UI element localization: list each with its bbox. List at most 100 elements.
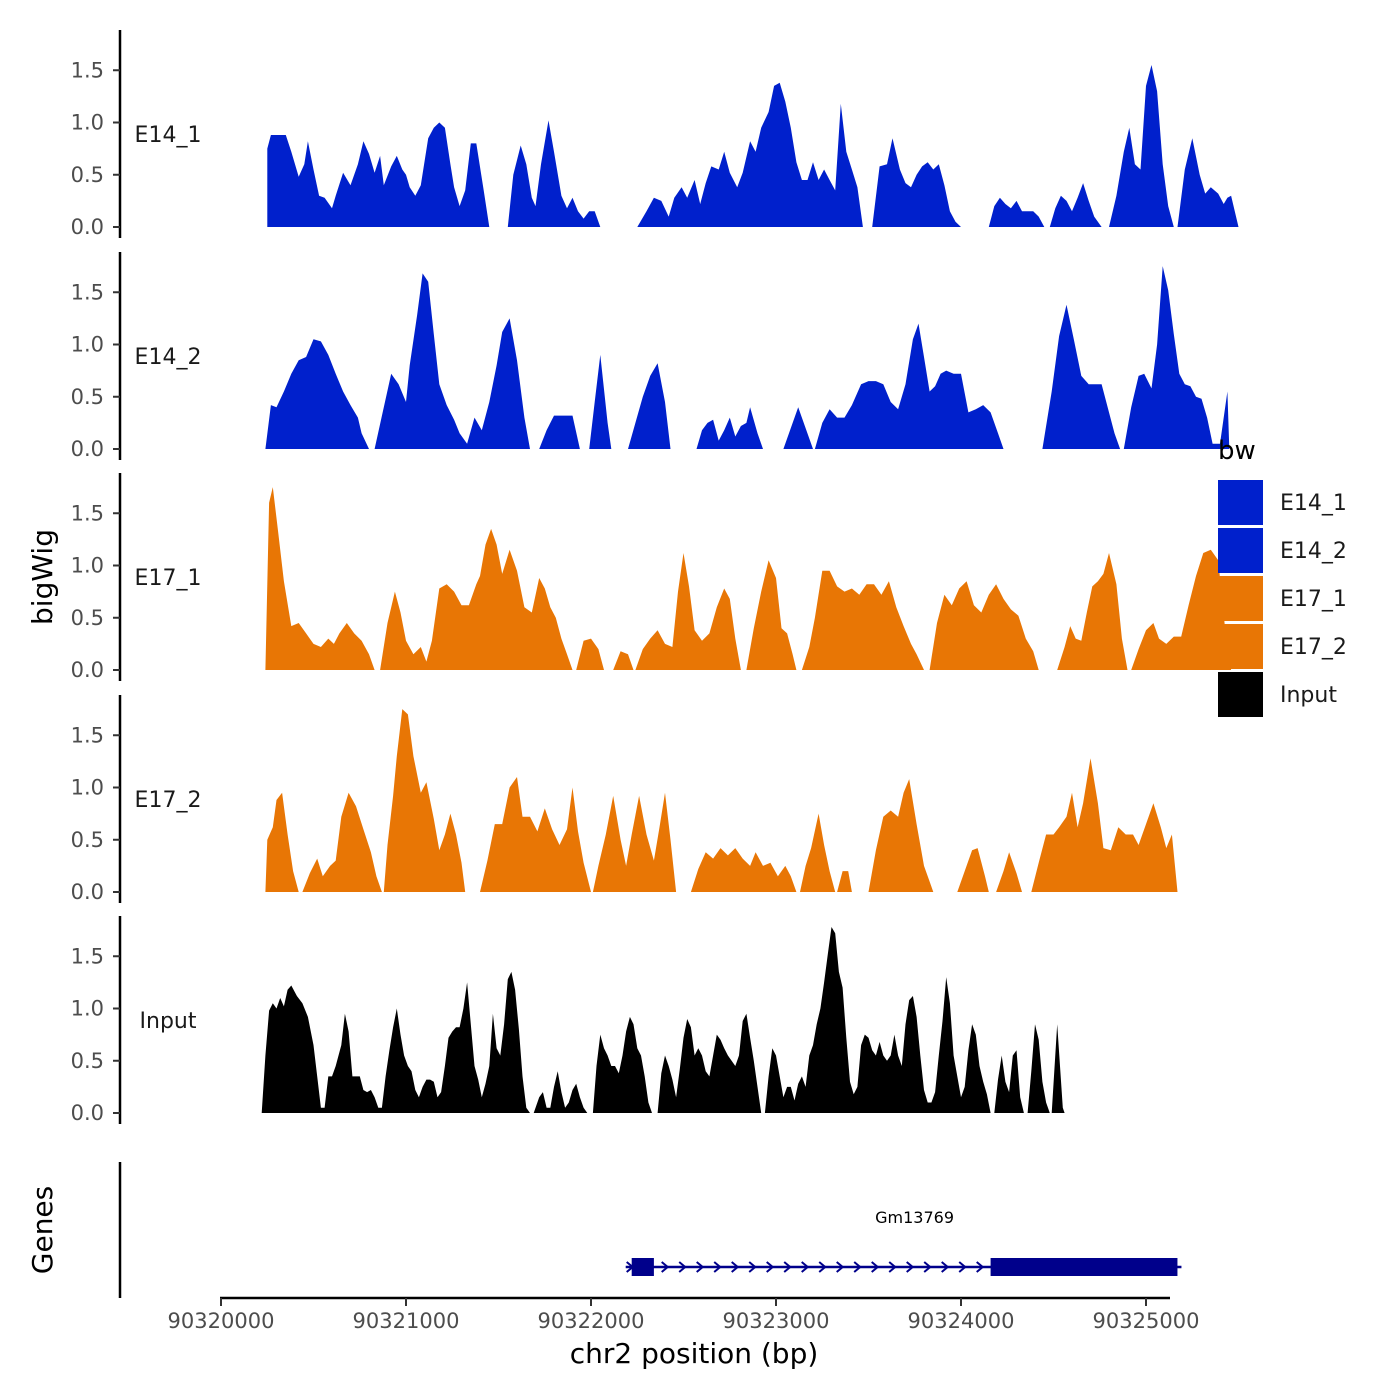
coverage-area-E17_2-6: [800, 813, 836, 892]
y-tick-label-Input-3: 1.5: [71, 944, 104, 968]
coverage-area-E14_1-6: [1109, 65, 1174, 227]
gene-strand-arrow: [678, 1261, 687, 1273]
x-axis-title: chr2 position (bp): [570, 1337, 819, 1370]
coverage-area-Input-1: [533, 1071, 588, 1113]
coverage-area-E17_1-1: [380, 528, 573, 670]
coverage-area-Input-4: [764, 927, 991, 1113]
coverage-area-E17_1-7: [929, 581, 1039, 670]
y-tick-label-E14_1-1: 0.5: [71, 163, 104, 187]
gene-strand-arrow: [696, 1261, 705, 1273]
tracks-layer: 0.0 0.5 1.0 1.5 E14_1 0.0 0.5 1.0 1.5 E14_2 0.0 0.5…: [71, 30, 1239, 1125]
coverage-area-E17_1-9: [1131, 549, 1232, 670]
track-label-E14_2: E14_2: [135, 345, 202, 370]
coverage-area-Input-0: [261, 971, 530, 1113]
coverage-area-E17_2-10: [996, 852, 1022, 892]
gene-strand-arrow: [976, 1261, 985, 1273]
y-tick-label-E17_2-3: 1.5: [71, 723, 104, 747]
gene-name-label: Gm13769: [875, 1208, 954, 1227]
legend-swatch-E14_1: [1218, 480, 1263, 525]
y-tick-label-E14_1-2: 1.0: [71, 111, 104, 135]
gene-strand-arrow: [661, 1261, 670, 1273]
x-tick-label-1: 90321000: [353, 1309, 460, 1333]
gene-strand-arrow: [713, 1261, 722, 1273]
coverage-area-E14_1-4: [988, 197, 1045, 227]
x-tick-label-2: 90322000: [538, 1309, 645, 1333]
gene-strand-arrow: [923, 1261, 932, 1273]
gene-exon-0: [631, 1258, 654, 1276]
gene-strand-arrow: [801, 1261, 810, 1273]
coverage-area-E14_2-7: [814, 323, 1004, 449]
y-tick-label-E14_1-0: 0.0: [71, 215, 104, 239]
gene-strand-arrow: [941, 1261, 950, 1273]
coverage-area-E17_2-9: [957, 848, 989, 892]
legend-title: bw: [1218, 436, 1256, 466]
y-tick-label-E17_2-0: 0.0: [71, 880, 104, 904]
coverage-area-E14_1-3: [872, 138, 961, 227]
track-E14_2: 0.0 0.5 1.0 1.5 E14_2: [71, 252, 1230, 461]
legend-swatch-E17_2: [1218, 624, 1263, 669]
y-tick-label-E17_1-0: 0.0: [71, 658, 104, 682]
gene-strand-arrow: [766, 1261, 775, 1273]
coverage-area-E17_1-0: [265, 487, 375, 670]
legend-swatch-E14_2: [1218, 528, 1263, 573]
gene-strand-arrow: [836, 1261, 845, 1273]
coverage-area-E17_1-8: [1057, 553, 1128, 670]
coverage-area-E17_2-1: [302, 792, 382, 892]
y-tick-label-Input-0: 0.0: [71, 1101, 104, 1125]
gene-strand-arrow: [748, 1261, 757, 1273]
x-axis-ticks: 90320000 90321000 90322000 90323000 90324000…: [168, 1298, 1200, 1333]
coverage-area-Input-7: [1051, 1024, 1065, 1113]
track-E17_1: 0.0 0.5 1.0 1.5 E17_1: [71, 473, 1232, 682]
gene-strand-arrow: [853, 1261, 862, 1273]
coverage-area-Input-2: [592, 1016, 652, 1113]
y-tick-label-E14_2-3: 1.5: [71, 280, 104, 304]
coverage-area-E17_1-5: [746, 560, 797, 670]
coverage-area-E14_2-0: [265, 339, 369, 449]
coverage-area-E17_2-5: [690, 848, 797, 892]
gene-model: [625, 1258, 1182, 1276]
coverage-area-E14_2-6: [783, 407, 813, 449]
legend-swatch-E17_1: [1218, 576, 1263, 621]
coverage-area-E14_2-3: [589, 354, 612, 449]
coverage-area-E17_1-2: [576, 638, 604, 670]
gene-strand-arrow: [783, 1261, 792, 1273]
coverage-area-E14_1-5: [1049, 183, 1102, 227]
coverage-area-E14_1-0: [267, 122, 490, 227]
coverage-area-E14_2-2: [539, 415, 580, 449]
gene-strand-arrow: [731, 1261, 740, 1273]
coverage-area-E14_2-1: [374, 273, 530, 449]
coverage-area-E17_2-11: [1031, 758, 1178, 892]
coverage-area-E17_2-8: [868, 779, 934, 892]
legend-label-E14_1: E14_1: [1280, 491, 1347, 516]
coverage-area-E14_2-8: [1042, 304, 1121, 449]
track-E14_1: 0.0 0.5 1.0 1.5 E14_1: [71, 30, 1239, 239]
y-tick-label-E17_1-2: 1.0: [71, 554, 104, 578]
track-label-E14_1: E14_1: [135, 123, 202, 148]
track-E17_2: 0.0 0.5 1.0 1.5 E17_2: [71, 695, 1178, 904]
x-tick-label-4: 90324000: [908, 1309, 1015, 1333]
coverage-area-E17_2-2: [383, 709, 466, 892]
coverage-area-E17_2-0: [265, 792, 299, 892]
gene-exon-1: [990, 1258, 1178, 1276]
coverage-area-E17_1-4: [635, 553, 741, 670]
coverage-area-E14_1-7: [1177, 138, 1239, 227]
coverage-area-Input-3: [657, 1013, 762, 1113]
x-tick-label-5: 90325000: [1093, 1309, 1200, 1333]
legend-label-E14_2: E14_2: [1280, 539, 1347, 564]
legend-label-E17_1: E17_1: [1280, 587, 1347, 612]
coverage-area-Input-5: [994, 1050, 1024, 1113]
coverage-area-E17_2-7: [837, 871, 852, 892]
coverage-area-E17_2-4: [592, 792, 677, 892]
y-tick-label-E17_2-1: 0.5: [71, 828, 104, 852]
coverage-area-E17_1-3: [613, 651, 634, 670]
y-tick-label-E17_2-2: 1.0: [71, 776, 104, 800]
gene-strand-arrow: [888, 1261, 897, 1273]
coverage-area-E17_2-3: [480, 777, 591, 892]
y-axis-title: bigWig: [26, 529, 59, 625]
x-tick-label-3: 90323000: [723, 1309, 830, 1333]
legend-swatch-Input: [1218, 672, 1263, 717]
y-tick-label-Input-1: 0.5: [71, 1049, 104, 1073]
y-tick-label-E14_2-0: 0.0: [71, 437, 104, 461]
track-label-Input: Input: [140, 1009, 197, 1034]
coverage-area-E14_2-5: [696, 407, 763, 449]
